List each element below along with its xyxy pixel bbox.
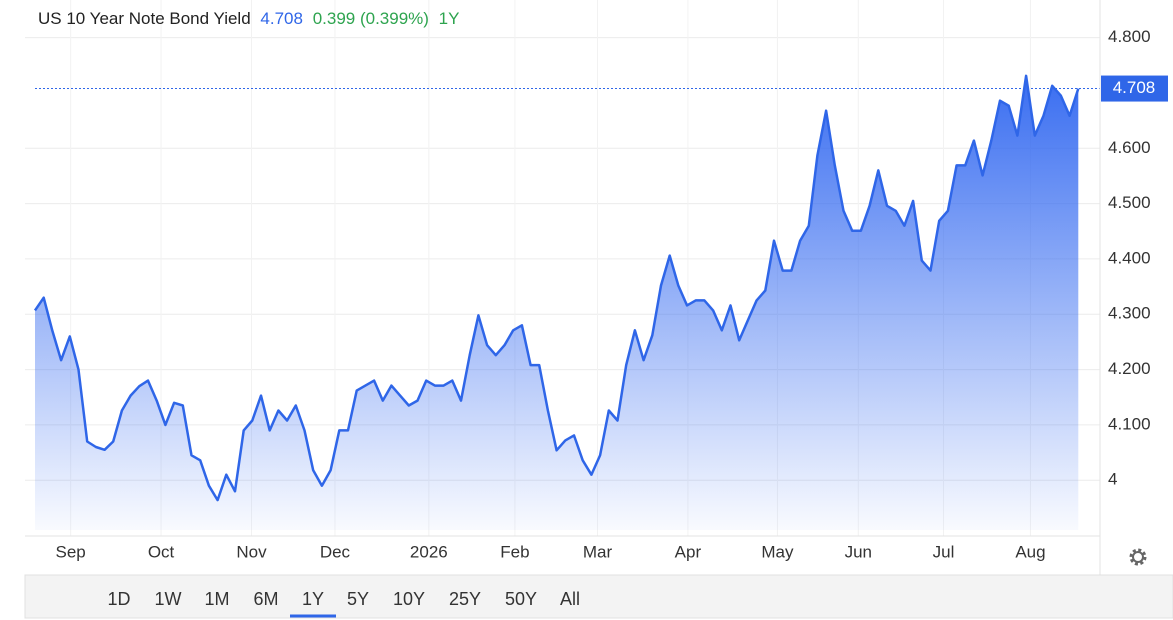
x-tick-label: Nov — [236, 542, 267, 561]
x-tick-label: Feb — [500, 542, 529, 561]
range-button[interactable]: 1D — [107, 589, 130, 609]
range-buttons: 1D 1W 1M 6M 1Y 5Y 10Y 25Y 50Y All — [107, 589, 580, 618]
range-button[interactable]: 10Y — [393, 589, 425, 609]
y-tick-label: 4.800 — [1108, 27, 1151, 46]
range-button[interactable]: 50Y — [505, 589, 537, 609]
price-label-box — [1101, 75, 1168, 102]
settings-icon[interactable] — [1129, 548, 1147, 566]
area-fill — [35, 75, 1079, 531]
range-button[interactable]: 6M — [253, 589, 278, 609]
range-button[interactable]: 1M — [204, 589, 229, 609]
price-label: 4.708 — [1113, 78, 1156, 97]
header: US 10 Year Note Bond Yield 4.708 0.399 (… — [38, 9, 459, 28]
header-line: US 10 Year Note Bond Yield 4.708 0.399 (… — [38, 9, 459, 28]
range-button[interactable]: 1W — [155, 589, 182, 609]
range-button[interactable]: 25Y — [449, 589, 481, 609]
chart-title: US 10 Year Note Bond Yield — [38, 9, 251, 28]
change: 0.399 (0.399%) — [313, 9, 429, 28]
axes: 4 4.100 4.200 4.300 4.400 4.500 4.600 4.800 Sep O… — [56, 27, 1168, 561]
y-tick-label: 4.600 — [1108, 138, 1151, 157]
range-bar — [24, 574, 1173, 619]
period: 1Y — [439, 9, 460, 28]
y-tick-label: 4.200 — [1108, 359, 1151, 378]
price: 4.708 — [260, 9, 303, 28]
x-tick-label: Jun — [845, 542, 872, 561]
x-tick-label: Oct — [148, 542, 175, 561]
gear-teeth — [1129, 548, 1147, 566]
range-button[interactable]: 5Y — [347, 589, 369, 609]
x-tick-label: May — [761, 542, 794, 561]
y-tick-label: 4.400 — [1108, 248, 1151, 267]
x-tick-label: Mar — [583, 542, 613, 561]
x-tick-label: Apr — [675, 542, 702, 561]
range-button[interactable]: 1Y — [302, 589, 324, 609]
y-tick-label: 4.100 — [1108, 414, 1151, 433]
x-tick-label: 2026 — [410, 542, 448, 561]
x-tick-label: Sep — [56, 542, 86, 561]
plot — [33, 74, 1100, 531]
gear-body — [1132, 551, 1144, 563]
y-tick-label: 4.300 — [1108, 304, 1151, 323]
x-tick-label: Jul — [933, 542, 955, 561]
x-tick-label: Dec — [320, 542, 351, 561]
y-tick-label: 4 — [1108, 470, 1117, 489]
x-tick-label: Aug — [1015, 542, 1045, 561]
range-button[interactable]: All — [560, 589, 580, 609]
y-tick-label: 4.500 — [1108, 193, 1151, 212]
line — [33, 74, 1080, 502]
